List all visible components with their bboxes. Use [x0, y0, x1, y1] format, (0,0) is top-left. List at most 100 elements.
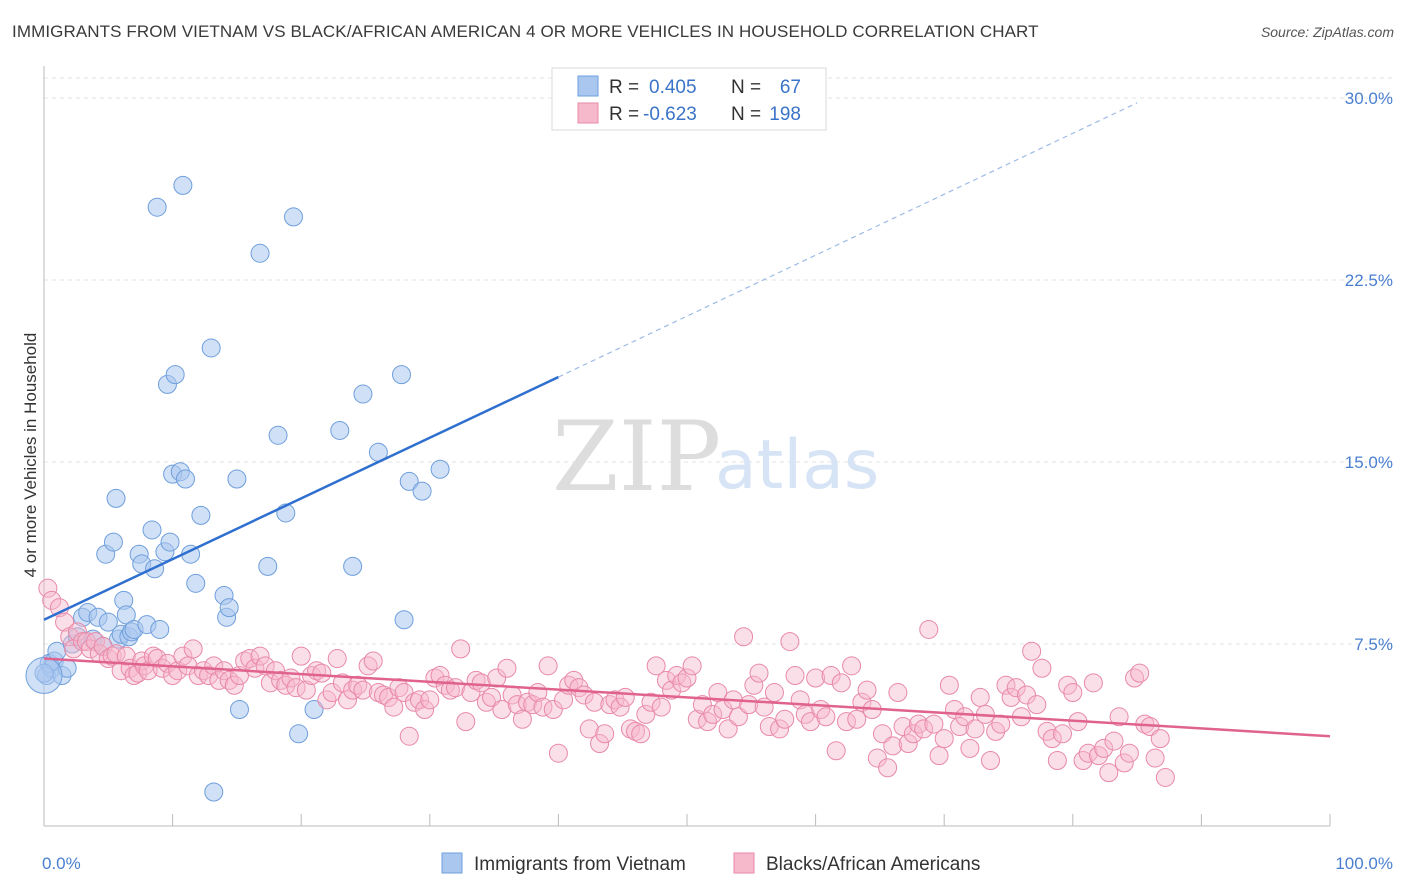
black-point: [883, 736, 903, 756]
trend-line-vietnam-extension: [558, 102, 1138, 378]
vietnam-point: [98, 612, 118, 632]
black-point: [842, 656, 862, 676]
black-point: [410, 690, 430, 710]
vietnam-point: [147, 197, 167, 217]
vietnam-point: [201, 338, 221, 358]
black-point: [960, 738, 980, 758]
black-point: [878, 758, 898, 778]
legend-n-label-black: N =: [731, 104, 761, 125]
black-point: [826, 741, 846, 761]
vietnam-point: [330, 420, 350, 440]
y-tick-label: 15.0%: [1345, 453, 1393, 472]
grid-lines: [44, 77, 1392, 645]
black-point: [821, 666, 841, 686]
black-point: [867, 748, 887, 768]
watermark-atlas: atlas: [715, 426, 879, 505]
black-point: [682, 656, 702, 676]
black-point: [584, 692, 604, 712]
series-vietnam-points: [25, 175, 450, 802]
black-point: [1032, 658, 1052, 678]
vietnam-point: [150, 619, 170, 639]
black-point: [379, 687, 399, 707]
black-point: [1119, 743, 1139, 763]
black-point: [42, 590, 62, 610]
vietnam-point: [103, 532, 123, 552]
black-point: [1053, 724, 1073, 744]
black-point: [1145, 748, 1165, 768]
black-point: [872, 724, 892, 744]
vietnam-point: [191, 505, 211, 525]
black-point: [1083, 673, 1103, 693]
trend-lines: [43, 102, 1331, 738]
black-point: [430, 666, 450, 686]
legend-r-value-black: -0.623: [643, 104, 697, 125]
vietnam-point: [268, 425, 288, 445]
black-point: [471, 673, 491, 693]
stats-legend: R = 0.405 N = 67 R = -0.623 N = 198: [551, 67, 827, 131]
black-point: [204, 656, 224, 676]
black-point: [368, 683, 388, 703]
watermark: ZIP atlas: [552, 401, 879, 513]
source-label: Source: ZipAtlas.com: [1260, 24, 1394, 40]
black-point: [363, 651, 383, 671]
bottom-legend-label-vietnam: Immigrants from Vietnam: [474, 854, 686, 875]
black-point: [888, 683, 908, 703]
black-point: [451, 639, 471, 659]
black-point: [728, 707, 748, 727]
black-point: [548, 743, 568, 763]
black-point: [157, 653, 177, 673]
vietnam-point: [353, 384, 373, 404]
x-tick-label-max: 100.0%: [1335, 854, 1393, 873]
black-point: [1017, 685, 1037, 705]
legend-r-value-vietnam: 0.405: [649, 77, 697, 98]
black-point: [831, 673, 851, 693]
black-point: [857, 680, 877, 700]
black-point: [1130, 663, 1150, 683]
black-point: [38, 578, 58, 598]
black-point: [641, 692, 661, 712]
vietnam-point: [106, 488, 126, 508]
black-point: [1042, 729, 1062, 749]
black-point: [291, 646, 311, 666]
vietnam-point: [250, 243, 270, 263]
black-point: [312, 663, 332, 683]
black-point: [1006, 678, 1026, 698]
black-point: [224, 675, 244, 695]
black-point: [806, 668, 826, 688]
black-point: [173, 646, 193, 666]
black-point: [456, 712, 476, 732]
black-point: [718, 719, 738, 739]
black-point: [492, 700, 512, 720]
trend-line-black: [43, 657, 1331, 738]
black-point: [1027, 695, 1047, 715]
black-point: [677, 668, 697, 688]
black-point: [497, 658, 517, 678]
black-point: [482, 687, 502, 707]
black-point: [538, 656, 558, 676]
black-point: [394, 683, 414, 703]
vietnam-point: [343, 556, 363, 576]
black-point: [646, 656, 666, 676]
black-point: [656, 670, 676, 690]
black-point: [651, 697, 671, 717]
black-point: [903, 724, 923, 744]
black-point: [250, 646, 270, 666]
black-point: [579, 719, 599, 739]
axes: [43, 66, 1331, 827]
black-point: [595, 724, 615, 744]
black-point: [775, 709, 795, 729]
black-point: [1104, 731, 1124, 751]
black-point: [183, 639, 203, 659]
black-point: [939, 675, 959, 695]
vietnam-point: [430, 459, 450, 479]
black-point: [374, 685, 394, 705]
vietnam-point: [219, 598, 239, 618]
vietnam-point: [392, 365, 412, 385]
vietnam-point: [412, 481, 432, 501]
black-point: [898, 733, 918, 753]
black-point: [950, 717, 970, 737]
black-point: [800, 712, 820, 732]
black-point: [1114, 753, 1134, 773]
legend-n-label-vietnam: N =: [731, 77, 761, 98]
black-point: [384, 697, 404, 717]
